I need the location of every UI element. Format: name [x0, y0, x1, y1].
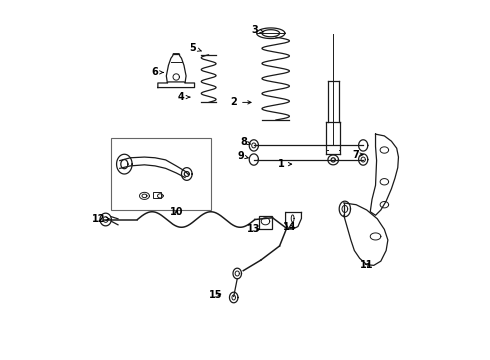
Text: 11: 11	[360, 260, 373, 270]
Text: 7: 7	[352, 150, 363, 159]
Text: 4: 4	[177, 92, 190, 102]
Bar	[153, 192, 161, 198]
Bar	[259, 216, 272, 229]
Text: 12: 12	[92, 214, 109, 224]
Text: 9: 9	[237, 151, 248, 161]
Text: 13: 13	[247, 224, 261, 234]
Text: 8: 8	[240, 137, 250, 147]
Text: 2: 2	[230, 98, 251, 107]
Text: 14: 14	[283, 221, 297, 231]
Text: 1: 1	[278, 159, 292, 169]
Text: 15: 15	[209, 290, 223, 300]
Text: 3: 3	[251, 25, 264, 35]
Text: 10: 10	[170, 207, 183, 217]
Text: 5: 5	[190, 43, 201, 53]
Bar	[111, 138, 212, 210]
Text: 6: 6	[151, 67, 163, 77]
